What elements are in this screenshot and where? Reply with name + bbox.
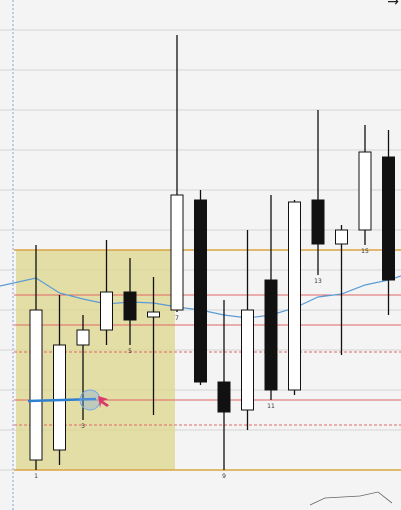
candle-body	[171, 195, 183, 310]
candle-number-label: 5	[128, 348, 132, 355]
candle: 11	[265, 195, 277, 410]
candle	[336, 225, 348, 355]
candle	[195, 190, 207, 385]
candle-body	[359, 152, 371, 230]
candle-body	[242, 310, 254, 410]
candle-body	[218, 382, 230, 412]
candle	[242, 230, 254, 430]
candle-number-label: 7	[175, 315, 179, 322]
candle-body	[195, 200, 207, 382]
candle-number-label: 9	[222, 473, 226, 480]
candle-body	[54, 345, 66, 450]
candle	[383, 130, 395, 315]
arrow-right-icon[interactable]: →	[387, 0, 399, 10]
candle-number-label: 11	[267, 403, 275, 410]
bottom-trace	[310, 492, 392, 505]
candle-number-label: 15	[361, 248, 369, 255]
candle-body	[101, 292, 113, 330]
candle-body	[289, 202, 301, 390]
candle-body	[312, 200, 324, 244]
candle-number-label: 3	[81, 423, 85, 430]
candle	[289, 200, 301, 395]
cursor-halo	[80, 390, 100, 410]
bottom-trace-line	[310, 492, 392, 505]
candle: 7	[171, 35, 183, 322]
candle-number-label: 13	[314, 278, 322, 285]
candle: 15	[359, 125, 371, 255]
candle-body	[77, 330, 89, 345]
candle-number-label: 1	[34, 473, 38, 480]
candle-body	[336, 230, 348, 244]
candle: 13	[312, 110, 324, 285]
candle-body	[383, 157, 395, 280]
candle-body	[265, 280, 277, 390]
candle-body	[30, 310, 42, 460]
candle-body	[148, 312, 160, 317]
candle-body	[124, 292, 136, 320]
candle: 9	[218, 300, 230, 480]
